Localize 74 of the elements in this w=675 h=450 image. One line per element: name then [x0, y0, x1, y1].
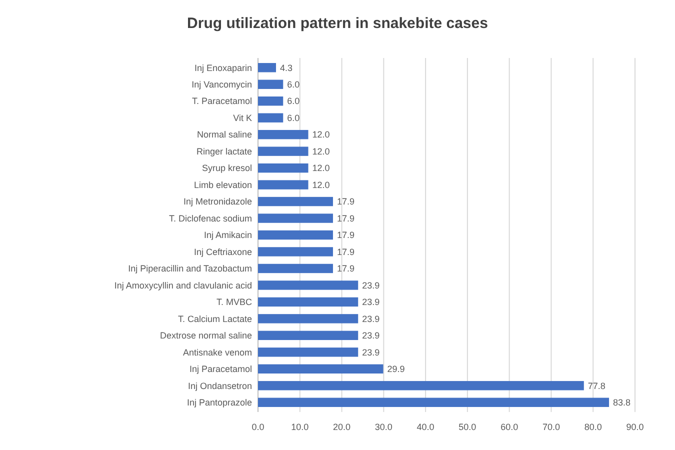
y-tick-label: Inj Piperacillin and Tazobactum	[128, 264, 252, 274]
bar	[258, 130, 308, 140]
bar	[258, 80, 284, 89]
data-label: 23.9	[362, 314, 380, 324]
bar	[258, 330, 358, 340]
bar	[258, 146, 308, 156]
y-tick-label: Normal saline	[196, 130, 252, 140]
data-label: 17.9	[336, 196, 355, 207]
bar	[258, 96, 284, 106]
y-tick-label: Dextrose normal saline	[160, 330, 252, 341]
data-label: 77.8	[588, 380, 606, 391]
y-tick-label: Vit K	[233, 112, 252, 123]
data-label: 12.0	[312, 180, 330, 190]
y-tick-label: Inj Paracetamol	[189, 364, 252, 374]
bar	[258, 381, 584, 390]
y-tick-label: Inj Metronidazole	[183, 196, 252, 207]
data-label: 23.9	[362, 280, 380, 290]
y-tick-label: Ringer lactate	[196, 146, 252, 156]
chart-title: Drug utilization pattern in snakebite cases	[187, 15, 488, 32]
data-label: 6.0	[287, 96, 300, 106]
y-tick-label: Inj Vancomycin	[192, 80, 252, 90]
y-tick-label: Antisnake venom	[182, 347, 252, 358]
data-label: 17.9	[336, 213, 355, 224]
y-tick-label: Inj Ondansetron	[188, 380, 252, 391]
x-tick-label: 60.0	[500, 422, 518, 432]
bar	[258, 63, 276, 72]
y-tick-label: T. Paracetamol	[192, 96, 252, 106]
x-tick-label: 70.0	[542, 422, 560, 432]
data-label: 12.0	[312, 130, 330, 140]
bar	[258, 163, 308, 173]
data-label: 23.9	[362, 330, 380, 341]
x-tick-label: 80.0	[584, 422, 602, 432]
y-tick-label: Syrup kresol	[202, 163, 252, 174]
x-tick-label: 50.0	[458, 422, 476, 432]
x-tick-label: 0.0	[252, 422, 264, 432]
y-tick-label: Inj Pantoprazole	[186, 398, 252, 408]
bar	[258, 297, 358, 307]
data-label: 6.0	[287, 80, 300, 90]
data-label: 4.3	[280, 62, 293, 73]
y-tick-label: Inj Amoxycyllin and clavulanic acid	[114, 280, 252, 290]
data-label: 29.9	[387, 364, 405, 374]
x-tick-label: 40.0	[416, 422, 434, 432]
bar	[258, 113, 284, 122]
y-tick-label: Inj Ceftriaxone	[194, 246, 252, 257]
bar	[258, 230, 333, 240]
data-label: 83.8	[613, 398, 631, 408]
data-label: 6.0	[287, 112, 300, 123]
bar	[258, 364, 384, 374]
y-tick-label: T. Diclofenac sodium	[168, 213, 252, 224]
bar	[258, 214, 333, 223]
bar	[258, 247, 333, 256]
y-tick-label: Inj Amikacin	[204, 230, 252, 240]
bar	[258, 398, 610, 407]
data-label: 23.9	[362, 297, 380, 308]
data-label: 17.9	[336, 264, 355, 274]
bar	[258, 180, 308, 190]
x-tick-label: 30.0	[374, 422, 392, 432]
y-tick-label: T. Calcium Lactate	[178, 314, 252, 324]
data-label: 17.9	[336, 230, 355, 240]
bar	[258, 280, 358, 290]
y-tick-label: Inj Enoxaparin	[194, 62, 252, 73]
data-label: 23.9	[362, 347, 380, 358]
bar	[258, 264, 333, 274]
bar	[258, 314, 358, 324]
bar	[258, 196, 333, 206]
data-label: 17.9	[336, 246, 355, 257]
data-label: 12.0	[312, 146, 330, 156]
y-tick-label: Limb elevation	[194, 180, 252, 190]
x-tick-label: 20.0	[333, 422, 351, 432]
data-label: 12.0	[312, 163, 330, 174]
y-tick-label: T. MVBC	[216, 297, 252, 308]
x-tick-label: 90.0	[626, 422, 644, 432]
x-tick-label: 10.0	[291, 422, 309, 432]
bar	[258, 348, 358, 357]
